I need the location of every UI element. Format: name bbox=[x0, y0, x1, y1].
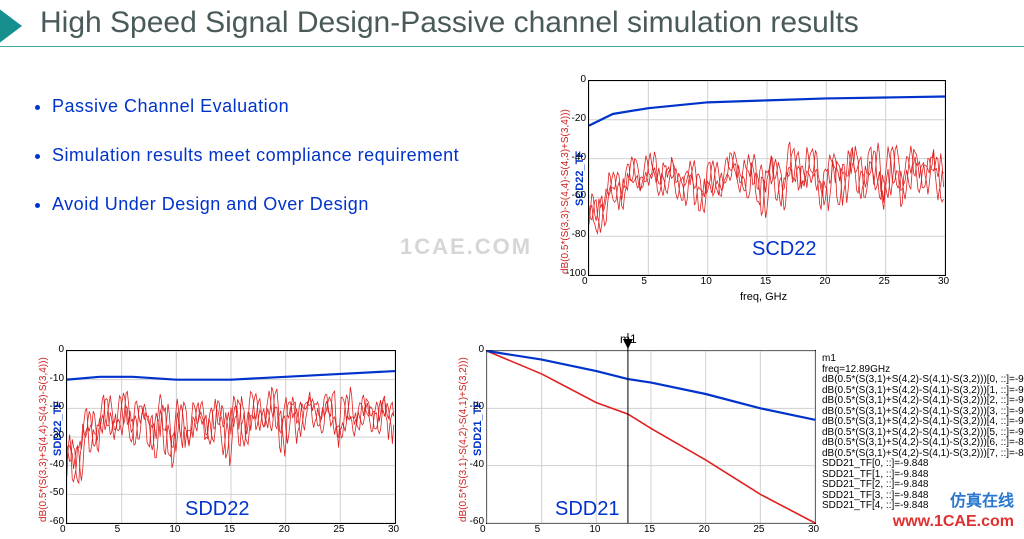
bullet-item: Avoid Under Design and Over Design bbox=[52, 194, 512, 215]
chart2-label: SDD22 bbox=[185, 498, 249, 521]
bullet-list: Passive Channel Evaluation Simulation re… bbox=[52, 96, 512, 243]
slide-title: High Speed Signal Design-Passive channel… bbox=[40, 6, 859, 46]
watermark-url: www.1CAE.com bbox=[893, 513, 1014, 531]
watermark-cn: 仿真在线 bbox=[950, 487, 1014, 511]
watermark-center: 1CAE.COM bbox=[400, 234, 532, 260]
bullet-item: Simulation results meet compliance requi… bbox=[52, 145, 512, 166]
chart3-marker-label: m1 bbox=[620, 332, 637, 346]
chart3-ylabel-red: dB(0.5*(S(3,1)-S(4,2)-S(4,1)+S(3,2))) bbox=[458, 357, 469, 522]
bullet-item: Passive Channel Evaluation bbox=[52, 96, 512, 117]
chart3-label: SDD21 bbox=[555, 498, 619, 521]
slide-title-bar: High Speed Signal Design-Passive channel… bbox=[0, 6, 1024, 47]
chart1-xlabel: freq, GHz bbox=[740, 291, 787, 303]
title-chevron-icon bbox=[0, 8, 22, 44]
chart-sdd21 bbox=[486, 350, 816, 524]
chart1-label: SCD22 bbox=[752, 238, 816, 261]
